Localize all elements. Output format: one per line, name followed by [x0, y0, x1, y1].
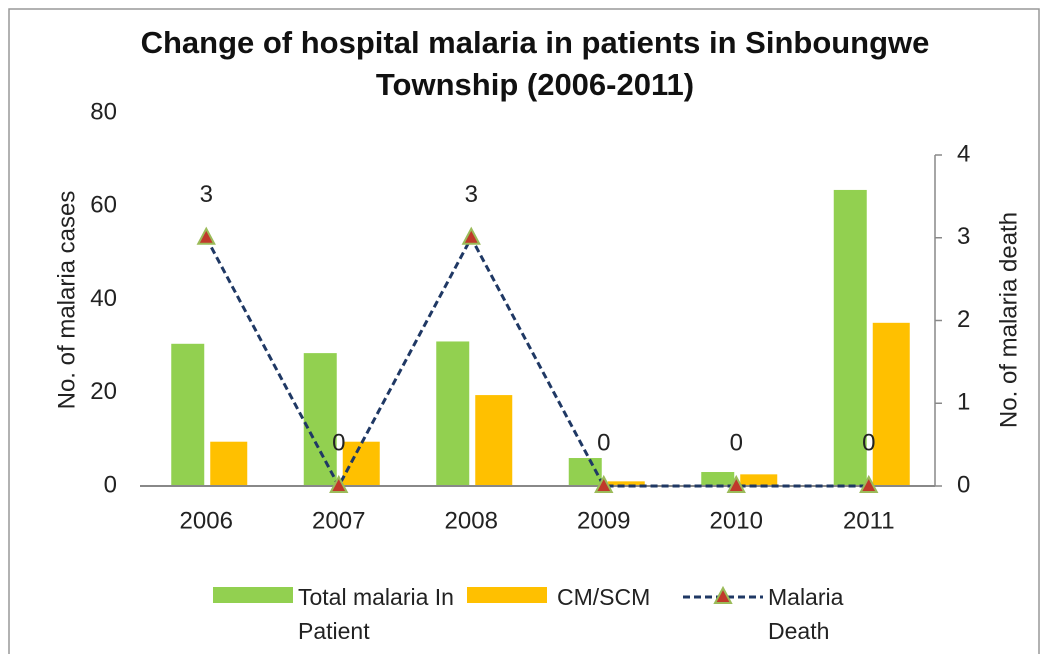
legend-swatch [213, 587, 293, 603]
bar [607, 481, 645, 486]
frame [8, 8, 1040, 654]
y2-tick-label: 1 [957, 389, 970, 416]
legend-label: CM/SCM [557, 584, 651, 610]
y2-tick-label: 3 [957, 223, 970, 250]
data-label: 0 [332, 429, 345, 456]
y2-axis-label: No. of malaria death [995, 212, 1022, 428]
data-label: 0 [730, 429, 743, 456]
y-tick-label: 60 [90, 192, 117, 219]
marker [461, 226, 481, 245]
y-axis-label: No. of malaria cases [53, 191, 80, 410]
x-tick-label: 2010 [710, 507, 763, 534]
bar [342, 441, 380, 486]
bar [701, 472, 735, 486]
y-tick-label: 0 [104, 471, 117, 498]
bar [475, 395, 513, 486]
x-tick-label: 2011 [843, 507, 895, 534]
data-label: 0 [862, 429, 875, 456]
y2-tick-label: 4 [957, 140, 970, 167]
data-label: 0 [597, 429, 610, 456]
x-tick-label: 2007 [312, 507, 365, 534]
legend-label: Total malaria In Patient [298, 584, 454, 644]
bar [436, 341, 470, 486]
bar [210, 441, 248, 486]
marker [329, 474, 349, 493]
y-tick-label: 40 [90, 285, 117, 312]
x-tick-label: 2009 [577, 507, 630, 534]
legend-swatch [467, 587, 547, 603]
marker [594, 474, 614, 493]
y2-tick-label: 2 [957, 306, 970, 333]
legend-label: Malaria Death [768, 584, 844, 644]
chart-title: Change of hospital malaria in patients i… [140, 25, 930, 102]
marker [859, 474, 879, 493]
line [204, 234, 869, 490]
y2-tick-label: 0 [957, 471, 970, 498]
x-tick-label: 2006 [180, 507, 233, 534]
x-tick-label: 2008 [445, 507, 498, 534]
y-tick-label: 80 [90, 98, 117, 125]
bar [740, 474, 778, 486]
data-label: 3 [465, 181, 478, 208]
marker [726, 474, 746, 493]
bar [171, 343, 205, 486]
bar [833, 189, 867, 486]
y-tick-label: 20 [90, 378, 117, 405]
data-label: 3 [200, 181, 213, 208]
bar [872, 322, 910, 486]
bar [303, 353, 337, 486]
marker [196, 226, 216, 245]
